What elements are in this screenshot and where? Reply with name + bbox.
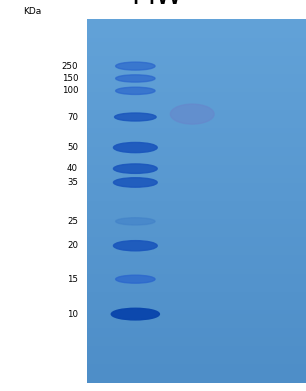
Text: 50: 50 <box>67 143 78 152</box>
Ellipse shape <box>116 62 155 70</box>
Text: 40: 40 <box>67 164 78 173</box>
Ellipse shape <box>170 104 214 124</box>
Text: MW: MW <box>132 0 183 10</box>
Text: 150: 150 <box>62 74 78 83</box>
Ellipse shape <box>116 75 155 82</box>
Text: 20: 20 <box>67 241 78 250</box>
Ellipse shape <box>116 275 155 283</box>
Text: 10: 10 <box>67 310 78 319</box>
Text: 70: 70 <box>67 113 78 122</box>
Text: 15: 15 <box>67 275 78 284</box>
Text: 35: 35 <box>67 178 78 187</box>
Ellipse shape <box>111 308 159 320</box>
Ellipse shape <box>116 218 155 225</box>
Ellipse shape <box>114 240 157 251</box>
Ellipse shape <box>114 164 157 173</box>
Ellipse shape <box>116 87 155 95</box>
Ellipse shape <box>114 178 157 187</box>
Ellipse shape <box>114 113 156 121</box>
Text: KDa: KDa <box>23 7 41 16</box>
Text: 100: 100 <box>62 86 78 95</box>
Ellipse shape <box>114 142 157 152</box>
Text: 250: 250 <box>62 62 78 71</box>
Text: 25: 25 <box>67 217 78 226</box>
